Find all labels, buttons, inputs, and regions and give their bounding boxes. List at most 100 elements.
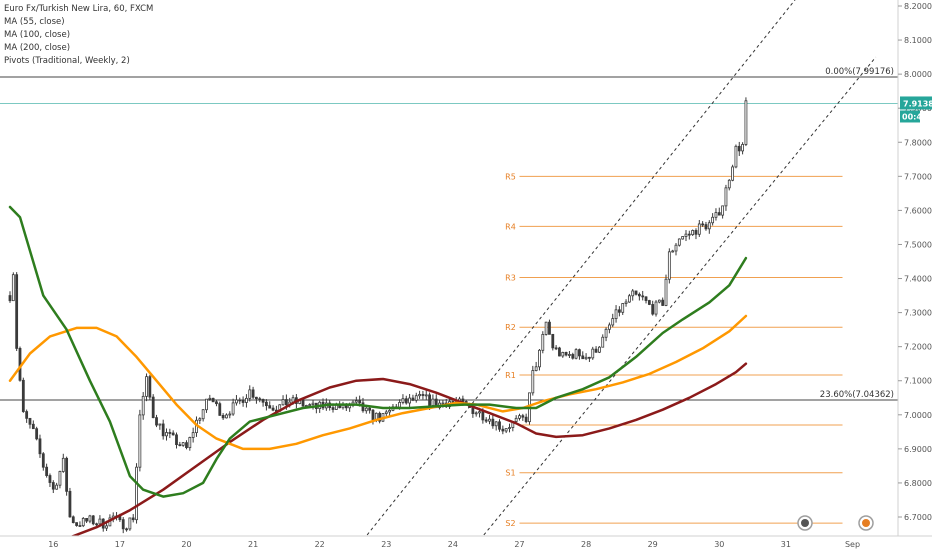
candle-body [671, 250, 675, 253]
candle-body [504, 428, 508, 432]
candle-body [141, 395, 145, 416]
candle [504, 428, 508, 434]
candle [271, 405, 275, 412]
candle [631, 288, 635, 301]
candle [654, 300, 658, 317]
pivot-label: R4 [505, 222, 516, 231]
candle-body [368, 407, 372, 411]
candle-body [627, 295, 631, 303]
fib-lines: 0.00%(7.99176) 23.60%(7.04362) [0, 67, 898, 401]
candle [488, 415, 491, 425]
legend-title[interactable]: Euro Fx/Turkish New Lira, 60, FXCM [4, 4, 154, 14]
candle-body [508, 427, 511, 429]
candle-body [711, 216, 715, 224]
legend-ma55[interactable]: MA (55, close) [4, 17, 65, 27]
candle-body [731, 166, 735, 181]
candle [741, 142, 744, 155]
candle-body [574, 349, 578, 359]
candle [71, 515, 75, 524]
candle-body [541, 334, 545, 351]
candle-body [544, 321, 548, 335]
candle [191, 427, 195, 443]
candle-body [65, 457, 69, 492]
candle-body [364, 407, 368, 412]
candle [574, 348, 578, 360]
candle-body [657, 299, 661, 303]
candle-body [221, 414, 225, 419]
candle-body [608, 324, 611, 330]
candle-body [81, 518, 85, 527]
candle [148, 374, 152, 400]
candle-body [494, 421, 498, 427]
candle [621, 303, 625, 315]
candle-body [637, 293, 641, 297]
candle-body [238, 399, 242, 402]
time-axis[interactable]: 16 17 20 21 22 23 24 27 28 29 30 31 Sep [0, 535, 932, 549]
candle-body [51, 482, 55, 490]
candle [541, 331, 545, 354]
candle-body [218, 403, 222, 416]
candle [687, 230, 691, 240]
candle-body [421, 394, 425, 396]
candle [737, 141, 741, 156]
candle-body [534, 366, 538, 371]
candle [714, 208, 718, 221]
candle [31, 420, 35, 430]
fib-label: 23.60%(7.04362) [820, 390, 894, 400]
candle [228, 411, 232, 419]
candle-body [554, 347, 558, 350]
candle-body [661, 299, 665, 306]
candle-body [654, 301, 658, 315]
legend-ma200[interactable]: MA (200, close) [4, 43, 71, 53]
candle [564, 351, 568, 357]
pivot-label: S1 [505, 469, 515, 478]
candle [634, 290, 638, 296]
candle [51, 480, 55, 494]
candle-body [518, 415, 521, 419]
candle [211, 397, 215, 403]
pivot-label: R5 [505, 172, 516, 181]
candle-body [714, 212, 718, 218]
current-price-label: 7.91387 [903, 99, 932, 108]
candle-body [694, 230, 698, 235]
candle-body [138, 414, 142, 468]
candle-body [614, 309, 618, 319]
price-axis[interactable]: 6.70000 6.80000 6.90000 7.00000 7.10000 7.200… [897, 0, 932, 536]
candle-body [548, 321, 551, 335]
candle-body [644, 296, 648, 301]
event-markers[interactable] [797, 515, 874, 531]
legend-pivots[interactable]: Pivots (Traditional, Weekly, 2) [4, 56, 130, 66]
legend-ma100[interactable]: MA (100, close) [4, 30, 71, 40]
economic-event-icon[interactable] [797, 515, 813, 531]
candle-body [125, 528, 128, 531]
candle [205, 398, 208, 413]
candle [661, 297, 665, 307]
candle [671, 249, 675, 253]
candle-body [667, 251, 671, 280]
chart-legend: Euro Fx/Turkish New Lira, 60, FXCM MA (5… [4, 3, 153, 68]
ma200-line [70, 362, 748, 536]
candle [221, 413, 225, 420]
candle-body [354, 400, 358, 403]
candle [178, 441, 182, 447]
candle [414, 392, 418, 403]
candle-body [151, 396, 155, 419]
chart-area[interactable] [0, 0, 898, 536]
x-tick-label: 23 [381, 540, 391, 549]
candle-body [88, 515, 92, 522]
candle [404, 395, 408, 405]
candle-body [634, 290, 638, 295]
candle [691, 229, 695, 236]
candle [201, 409, 205, 422]
pivot-label: R1 [505, 371, 516, 380]
candle-body [121, 519, 125, 530]
candle-body [578, 349, 581, 357]
candle [498, 419, 501, 432]
price-series [8, 97, 748, 534]
candle-body [561, 352, 565, 357]
candle [684, 230, 688, 242]
calendar-event-icon[interactable] [858, 515, 874, 531]
candle-body [171, 432, 175, 436]
candle-body [651, 304, 655, 315]
